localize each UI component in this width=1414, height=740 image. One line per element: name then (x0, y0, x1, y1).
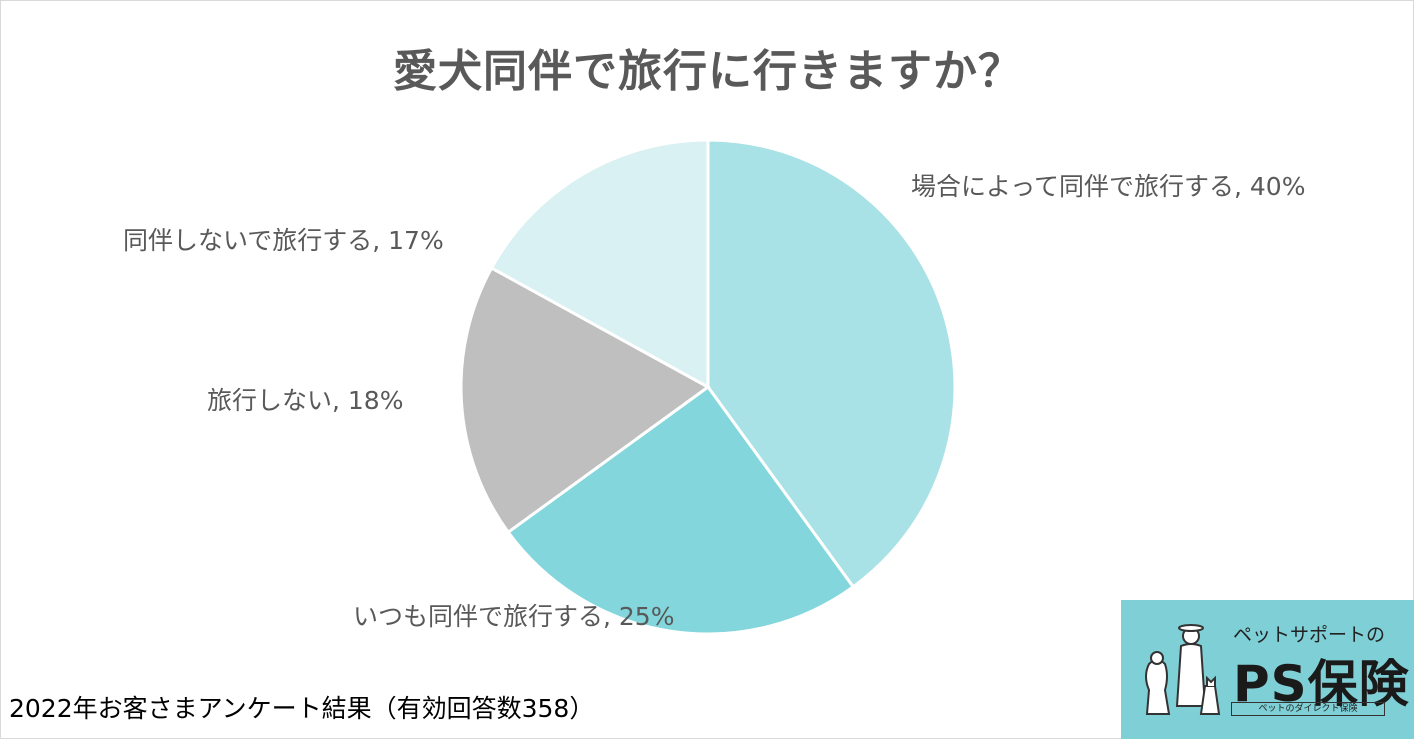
ps-insurance-logo: ペットサポートの PS保険 ペットのダイレクト保険 (1121, 600, 1414, 739)
dog-owner-illustration-icon (1145, 624, 1221, 715)
logo-subline: ペットのダイレクト保険 (1231, 702, 1385, 716)
slice-sometimes (706, 138, 957, 589)
slice-label-always: いつも同伴で旅行する, 25% (353, 602, 675, 631)
slice-without-dog (489, 138, 710, 390)
chart-title: 愛犬同伴で旅行に行きますか？ (393, 46, 1023, 97)
slice-always (506, 384, 856, 636)
slice-label-without-dog: 同伴しないで旅行する, 17% (123, 226, 444, 255)
slice-label-no-travel: 旅行しない, 18% (207, 386, 404, 415)
logo-tagline: ペットサポートの (1233, 624, 1386, 646)
logo-brand: PS保険 (1233, 655, 1410, 713)
slice-label-sometimes: 場合によって同伴で旅行する, 40% (911, 172, 1306, 201)
slice-no-travel (459, 265, 711, 535)
survey-footnote: 2022年お客さまアンケート結果（有効回答数358） (9, 694, 595, 723)
